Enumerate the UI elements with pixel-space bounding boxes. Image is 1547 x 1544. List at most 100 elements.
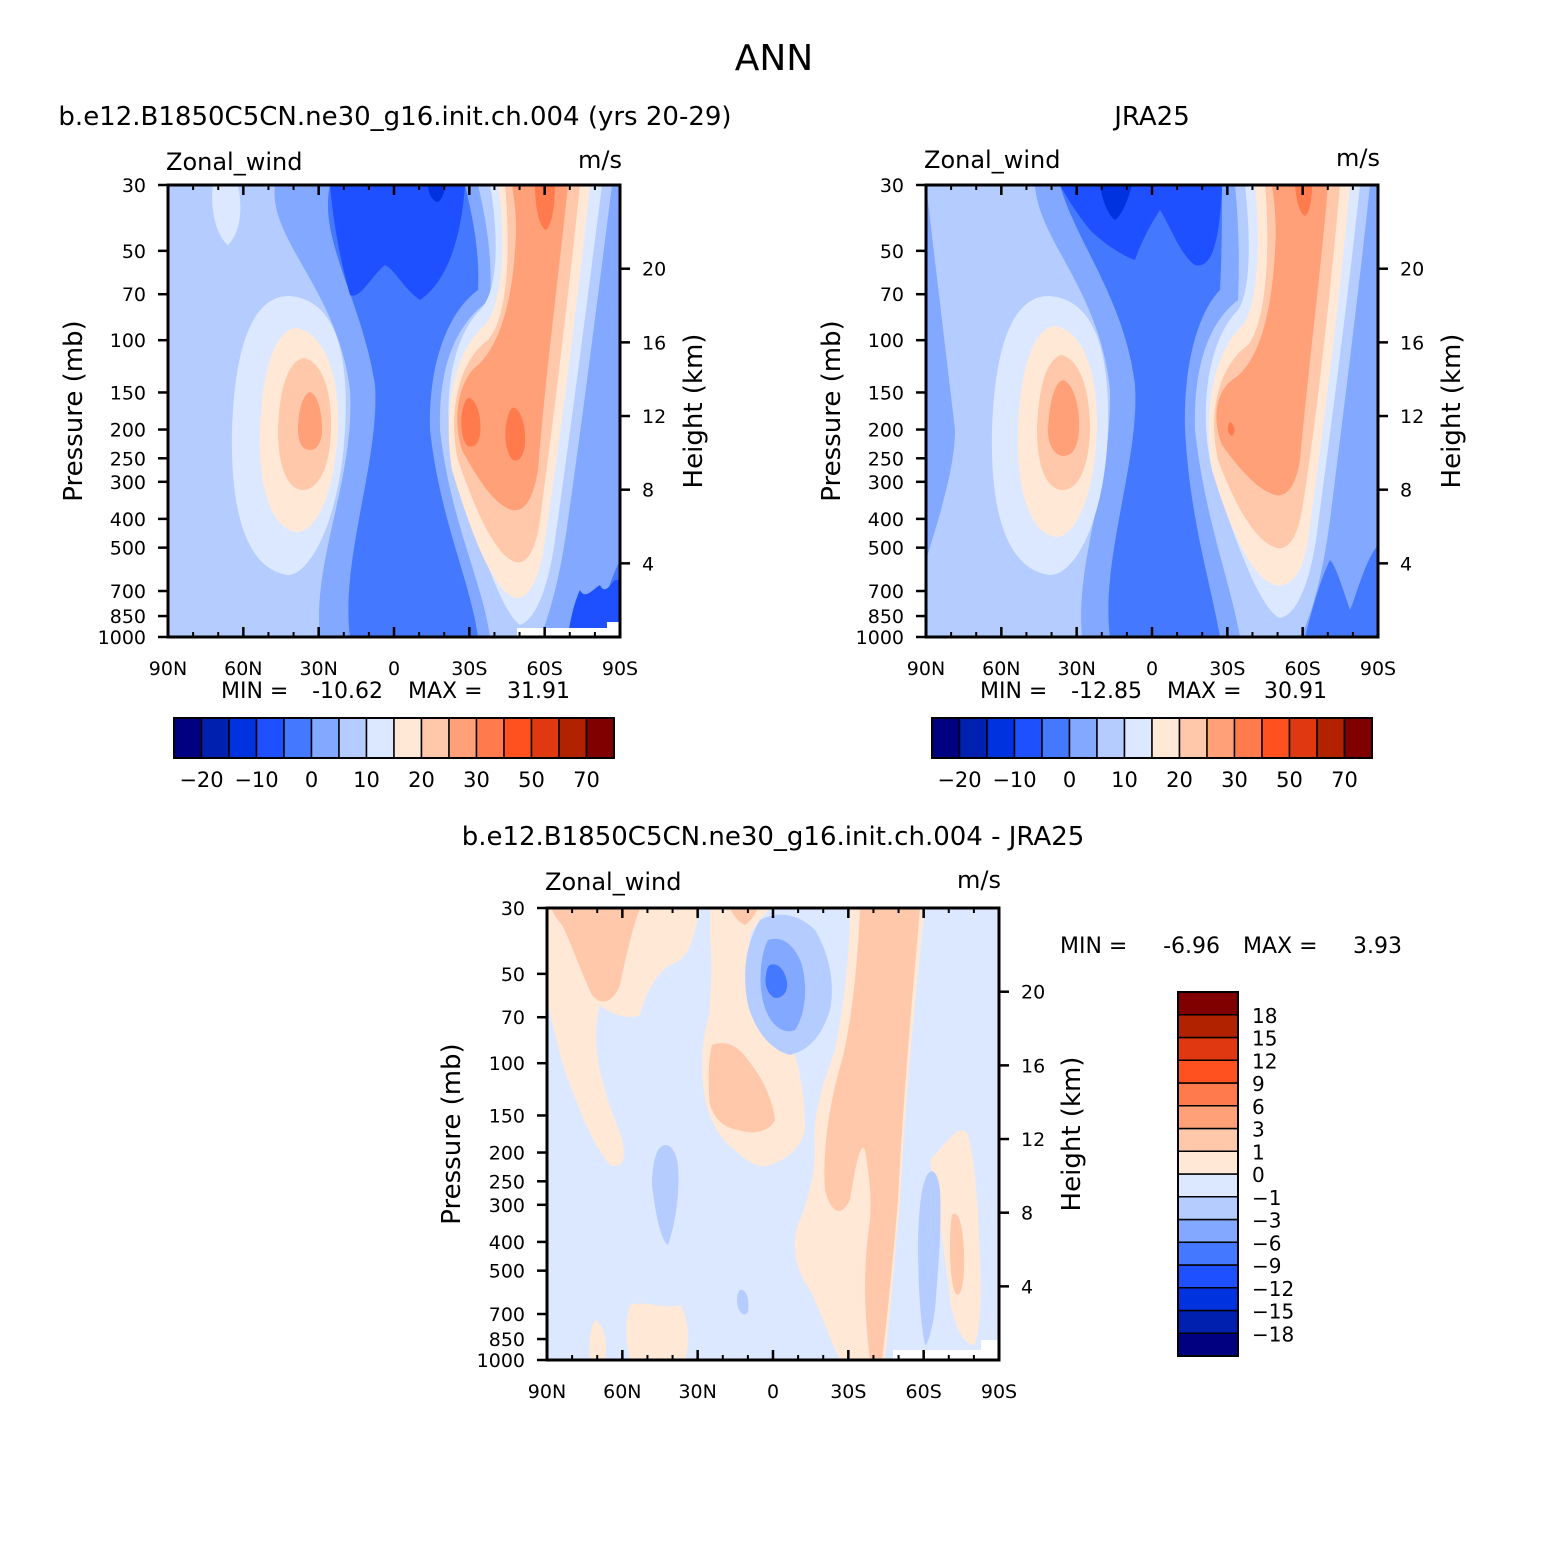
colorbar-label: 50 [518,768,545,792]
panel-obs-right-ylabel: Height (km) [1437,334,1467,489]
colorbar-swatch [1177,1014,1239,1039]
colorbar-swatch [986,717,1016,759]
x-tick-label: 30N [678,1381,716,1403]
y-tick-label: 1000 [477,1350,525,1372]
colorbar-swatch [1177,1127,1239,1152]
panel-model-south-band-35a [461,397,481,447]
colorbar-label: 0 [1252,1163,1265,1187]
panel-obs-ylabel: Pressure (mb) [817,320,847,501]
panel-obs-south-band-35a [1227,422,1235,436]
y-tick-label: 250 [110,448,146,470]
colorbar-swatch [1177,1082,1239,1107]
panel-model-band-neg-10 [428,185,446,202]
x-tick-label: 90S [981,1381,1017,1403]
right-y-tick-label: 4 [1400,553,1412,575]
colorbar-swatch [393,717,423,759]
colorbar-swatch [1177,1173,1239,1198]
colorbar-label: 0 [305,768,318,792]
y-tick-label: 200 [868,420,904,442]
x-tick-label: 30S [830,1381,866,1403]
colorbar-swatch [1041,717,1071,759]
panel-model-min-value: -10.62 [312,679,383,704]
colorbar-label: −3 [1252,1209,1281,1233]
colorbar-swatch [558,717,588,759]
colorbar-label: 20 [1166,768,1193,792]
colorbar-label: 30 [1221,768,1248,792]
panel-model-units: m/s [578,146,622,174]
panel-obs-axes: 90N 60N 30N 0 30S 60S 90S 30 50 70 100 150 200 250300… [856,175,1425,680]
x-tick-label: 30N [1057,658,1095,680]
colorbar-swatch [1177,991,1239,1016]
panel-diff-right-ylabel: Height (km) [1057,1057,1087,1212]
panel-diff-pos-band-nh-lower [589,1303,689,1360]
x-tick-label: 90S [602,658,638,680]
panel-diff-stats: MIN = -6.96 MAX = 3.93 [1060,934,1402,959]
y-tick-label: 250 [868,448,904,470]
panel-diff-pos-band-sh-far-2 [950,1213,965,1295]
x-tick-label: 30S [1209,658,1245,680]
x-tick-label: 0 [767,1381,779,1403]
colorbar-swatch [448,717,478,759]
y-tick-label: 300 [110,472,146,494]
x-tick-label: 60S [906,1381,942,1403]
x-tick-label: 60S [1285,658,1321,680]
y-tick-label: 70 [501,1007,525,1029]
colorbar-swatch [1177,1036,1239,1061]
colorbar-label: −12 [1252,1277,1294,1301]
colorbar-label: 10 [353,768,380,792]
colorbar-swatch [503,717,533,759]
colorbar-label: −15 [1252,1300,1294,1324]
panel-diff-neg-band-eq-3 [765,964,788,998]
colorbar-label: 15 [1252,1027,1277,1051]
panel-diff-neg-band-nh-2 [737,1289,749,1315]
panel-diff-missing-data-2 [981,1340,999,1360]
panel-diff-units: m/s [957,866,1001,894]
y-tick-label: 500 [868,538,904,560]
colorbar-label: 3 [1252,1118,1265,1142]
right-y-tick-label: 20 [1400,259,1424,281]
panel-obs-variable-label: Zonal_wind [924,146,1060,174]
panel-model-min-label: MIN = [221,679,288,704]
right-y-tick-label: 12 [642,406,666,428]
colorbar-swatch [1261,717,1291,759]
panel-obs-band-neg5 [1060,185,1222,266]
y-tick-label: 30 [880,175,904,197]
panel-obs-max-label: MAX = [1167,679,1242,704]
colorbar-swatch [228,717,258,759]
colorbar-swatch [1177,1241,1239,1266]
colorbar-swatch [530,717,560,759]
panel-diff-missing-data [893,1350,981,1360]
right-y-tick-label: 12 [1021,1129,1045,1151]
y-tick-label: 500 [110,538,146,560]
panel-model-max-value: 31.91 [507,679,570,704]
colorbar-swatch [1068,717,1098,759]
x-tick-label: 90S [1360,658,1396,680]
colorbar-swatch [1206,717,1236,759]
panel-model-band-neg5 [330,185,465,300]
colorbar-label: −18 [1252,1322,1294,1346]
right-y-tick-label: 20 [642,259,666,281]
y-tick-label: 1000 [856,627,904,649]
colorbar-swatch [1013,717,1043,759]
panel-model-south-band-35b [505,407,526,461]
y-tick-label: 30 [501,898,525,920]
colorbar-swatch [338,717,368,759]
y-tick-label: 400 [489,1232,525,1254]
panel-model-plot-area [168,185,620,637]
panel-diff-plot-area [547,908,999,1360]
panel-obs-title: JRA25 [1112,102,1190,132]
colorbar-swatch [1096,717,1126,759]
x-tick-label: 60S [527,658,563,680]
y-tick-label: 70 [122,284,146,306]
panel-model-missing-data-2 [607,622,620,637]
colorbar-label: 12 [1252,1049,1277,1073]
panel-model-missing-data [517,628,607,637]
right-y-tick-label: 12 [1400,406,1424,428]
y-tick-label: 50 [501,964,525,986]
colorbar-swatch [200,717,230,759]
x-tick-label: 60N [224,658,262,680]
x-tick-label: 0 [388,658,400,680]
y-tick-label: 70 [880,284,904,306]
panel-obs-stats: MIN = -12.85 MAX = 30.91 [980,679,1327,704]
